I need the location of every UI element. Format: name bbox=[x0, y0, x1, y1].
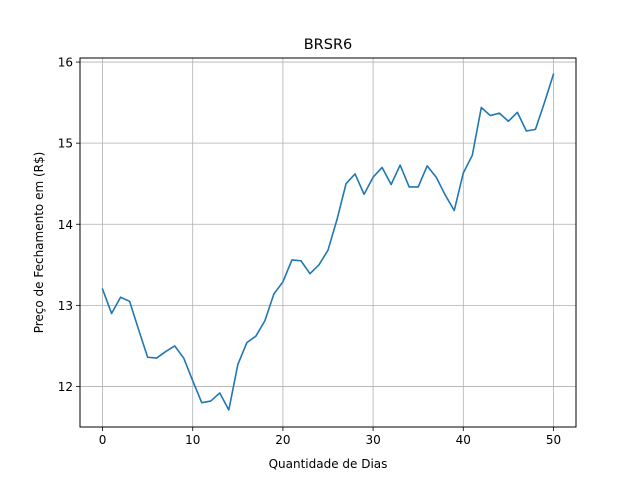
x-tick-label: 30 bbox=[365, 433, 380, 447]
y-tick-label: 13 bbox=[58, 299, 73, 313]
x-tick-label: 0 bbox=[99, 433, 107, 447]
y-tick-label: 16 bbox=[58, 56, 73, 70]
chart-title: BRSR6 bbox=[304, 37, 353, 53]
y-tick-label: 14 bbox=[58, 218, 73, 232]
y-axis-ticks: 12 13 14 15 16 bbox=[58, 56, 80, 394]
grid-lines bbox=[80, 58, 576, 427]
x-axis-ticks: 0 10 20 30 40 50 bbox=[99, 427, 561, 447]
y-tick-label: 12 bbox=[58, 380, 73, 394]
y-tick-label: 15 bbox=[58, 137, 73, 151]
x-tick-label: 40 bbox=[456, 433, 471, 447]
plot-area-frame bbox=[79, 57, 577, 428]
x-tick-label: 50 bbox=[546, 433, 561, 447]
series-layer bbox=[101, 73, 555, 411]
series-line bbox=[101, 73, 555, 411]
x-axis-label: Quantidade de Dias bbox=[269, 457, 388, 471]
x-tick-label: 20 bbox=[275, 433, 290, 447]
x-tick-label: 10 bbox=[185, 433, 200, 447]
y-axis-label: Preço de Fechamento em (R$) bbox=[32, 152, 46, 334]
